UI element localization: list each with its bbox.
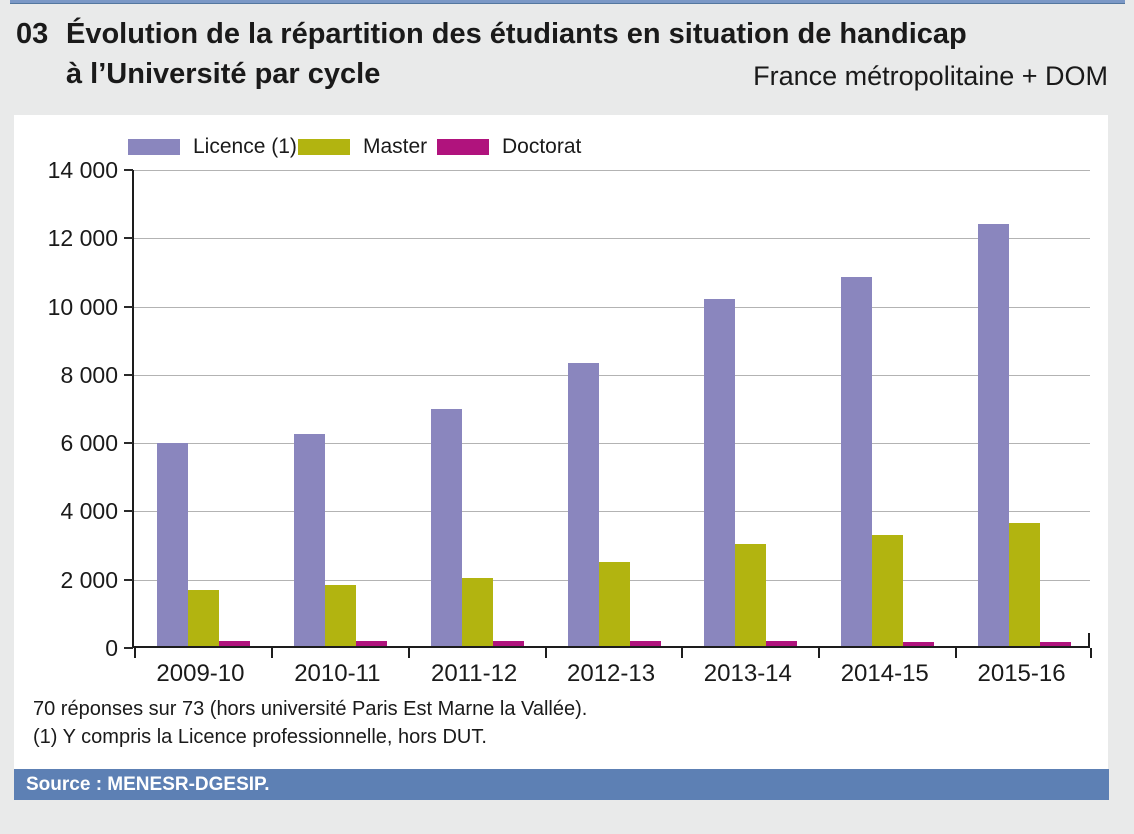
- bar-master-2014-15: [872, 535, 904, 646]
- x-tick-6: [955, 648, 958, 658]
- top-accent-strip: [10, 0, 1125, 4]
- x-tick-3: [544, 648, 547, 658]
- chart-legend: Licence (1) Master Doctorat: [14, 135, 1108, 159]
- bar-licence-1-2013-14: [704, 299, 736, 646]
- x-axis-label-2013-14: 2013-14: [703, 660, 792, 687]
- doctorat-color-swatch: [437, 139, 489, 155]
- x-axis-label-2012-13: 2012-13: [567, 660, 656, 687]
- y-axis-label-4000: 4 000: [60, 498, 118, 525]
- bar-master-2009-10: [188, 589, 219, 646]
- gridline-12000: [134, 238, 1090, 240]
- figure-title-line2: à l’Université par cycle: [66, 58, 381, 90]
- x-axis-labels: 2009-10 2010-11 2011-12 2012-13 2013-14 2014-…: [132, 660, 1090, 690]
- x-axis-end-cap: [1088, 633, 1090, 646]
- source-bar: Source : MENESR-DGESIP.: [14, 769, 1109, 800]
- x-axis-label-2015-16: 2015-16: [977, 660, 1066, 687]
- x-axis-label-2014-15: 2014-15: [840, 660, 929, 687]
- figure-title-line1: Évolution de la répartition des étudiant…: [66, 18, 967, 50]
- y-axis-label-8000: 8 000: [60, 361, 118, 388]
- x-tick-1: [270, 648, 273, 658]
- bar-licence-1-2011-12: [430, 408, 462, 646]
- y-tick-14000: [124, 169, 133, 171]
- bar-licence-1-2009-10: [157, 442, 188, 646]
- footnote-licence-definition: (1) Y compris la Licence professionnelle…: [33, 726, 487, 748]
- x-axis-label-2011-12: 2011-12: [430, 660, 518, 687]
- bar-master-2015-16: [1009, 523, 1041, 646]
- x-axis-label-2010-11: 2010-11: [294, 660, 381, 687]
- y-axis-label-12000: 12 000: [47, 225, 118, 252]
- y-axis-label-14000: 14 000: [47, 157, 118, 183]
- bar-licence-1-2010-11: [293, 434, 325, 646]
- bar-doctorat-2015-16: [1040, 641, 1072, 646]
- y-tick-12000: [124, 237, 133, 240]
- plot-area: [124, 169, 1092, 658]
- gridline-10000: [134, 306, 1090, 308]
- figure-number: 03: [16, 18, 49, 50]
- bar-licence-1-2014-15: [841, 277, 873, 646]
- y-tick-6000: [124, 442, 133, 445]
- chart-panel: Licence (1) Master Doctorat 0 2 000 4 000 6…: [14, 115, 1108, 769]
- gridline-14000: [134, 170, 1090, 171]
- x-tick-0: [134, 648, 136, 658]
- y-tick-10000: [124, 305, 133, 308]
- legend-item-licence: Licence (1): [128, 135, 297, 159]
- bar-master-2012-13: [598, 562, 630, 646]
- legend-label-master: Master: [363, 135, 428, 158]
- y-axis-label-0: 0: [105, 635, 118, 661]
- y-axis-label-2000: 2 000: [60, 566, 118, 593]
- bar-master-2013-14: [735, 543, 767, 646]
- x-tick-7: [1090, 648, 1092, 658]
- y-axis-labels: 0 2 000 4 000 6 000 8 000 10 000 12 000 14 000: [14, 157, 118, 661]
- bar-doctorat-2012-13: [629, 641, 661, 646]
- bar-master-2011-12: [461, 577, 493, 646]
- bar-doctorat-2009-10: [219, 640, 250, 646]
- y-tick-8000: [124, 373, 133, 376]
- gridline-6000: [134, 443, 1090, 445]
- y-axis-label-10000: 10 000: [47, 293, 118, 320]
- master-color-swatch: [298, 139, 350, 155]
- bar-master-2010-11: [324, 584, 356, 646]
- bar-doctorat-2014-15: [903, 641, 935, 646]
- legend-label-doctorat: Doctorat: [502, 135, 582, 158]
- footnote-responses: 70 réponses sur 73 (hors université Pari…: [33, 698, 588, 720]
- legend-item-master: Master: [298, 135, 427, 159]
- legend-label-licence: Licence (1): [193, 135, 297, 158]
- licence-color-swatch: [128, 139, 180, 155]
- y-tick-0: [124, 647, 133, 649]
- bar-doctorat-2013-14: [766, 641, 798, 646]
- y-tick-2000: [124, 578, 133, 581]
- gridline-4000: [134, 511, 1090, 513]
- bar-licence-1-2015-16: [978, 224, 1010, 646]
- x-tick-2: [407, 648, 410, 658]
- bar-licence-1-2012-13: [567, 362, 599, 646]
- y-axis-label-6000: 6 000: [60, 430, 118, 457]
- bar-doctorat-2011-12: [492, 640, 524, 646]
- x-tick-4: [681, 648, 684, 658]
- y-tick-4000: [124, 510, 133, 513]
- bar-doctorat-2010-11: [355, 640, 387, 646]
- x-axis-label-2009-10: 2009-10: [156, 660, 245, 687]
- figure-header: 03 Évolution de la répartition des étudi…: [0, 0, 1134, 115]
- legend-item-doctorat: Doctorat: [437, 135, 581, 159]
- x-tick-5: [818, 648, 821, 658]
- gridline-8000: [134, 374, 1090, 376]
- source-label: Source : MENESR-DGESIP.: [26, 773, 270, 795]
- geographic-scope-label: France métropolitaine + DOM: [753, 61, 1108, 91]
